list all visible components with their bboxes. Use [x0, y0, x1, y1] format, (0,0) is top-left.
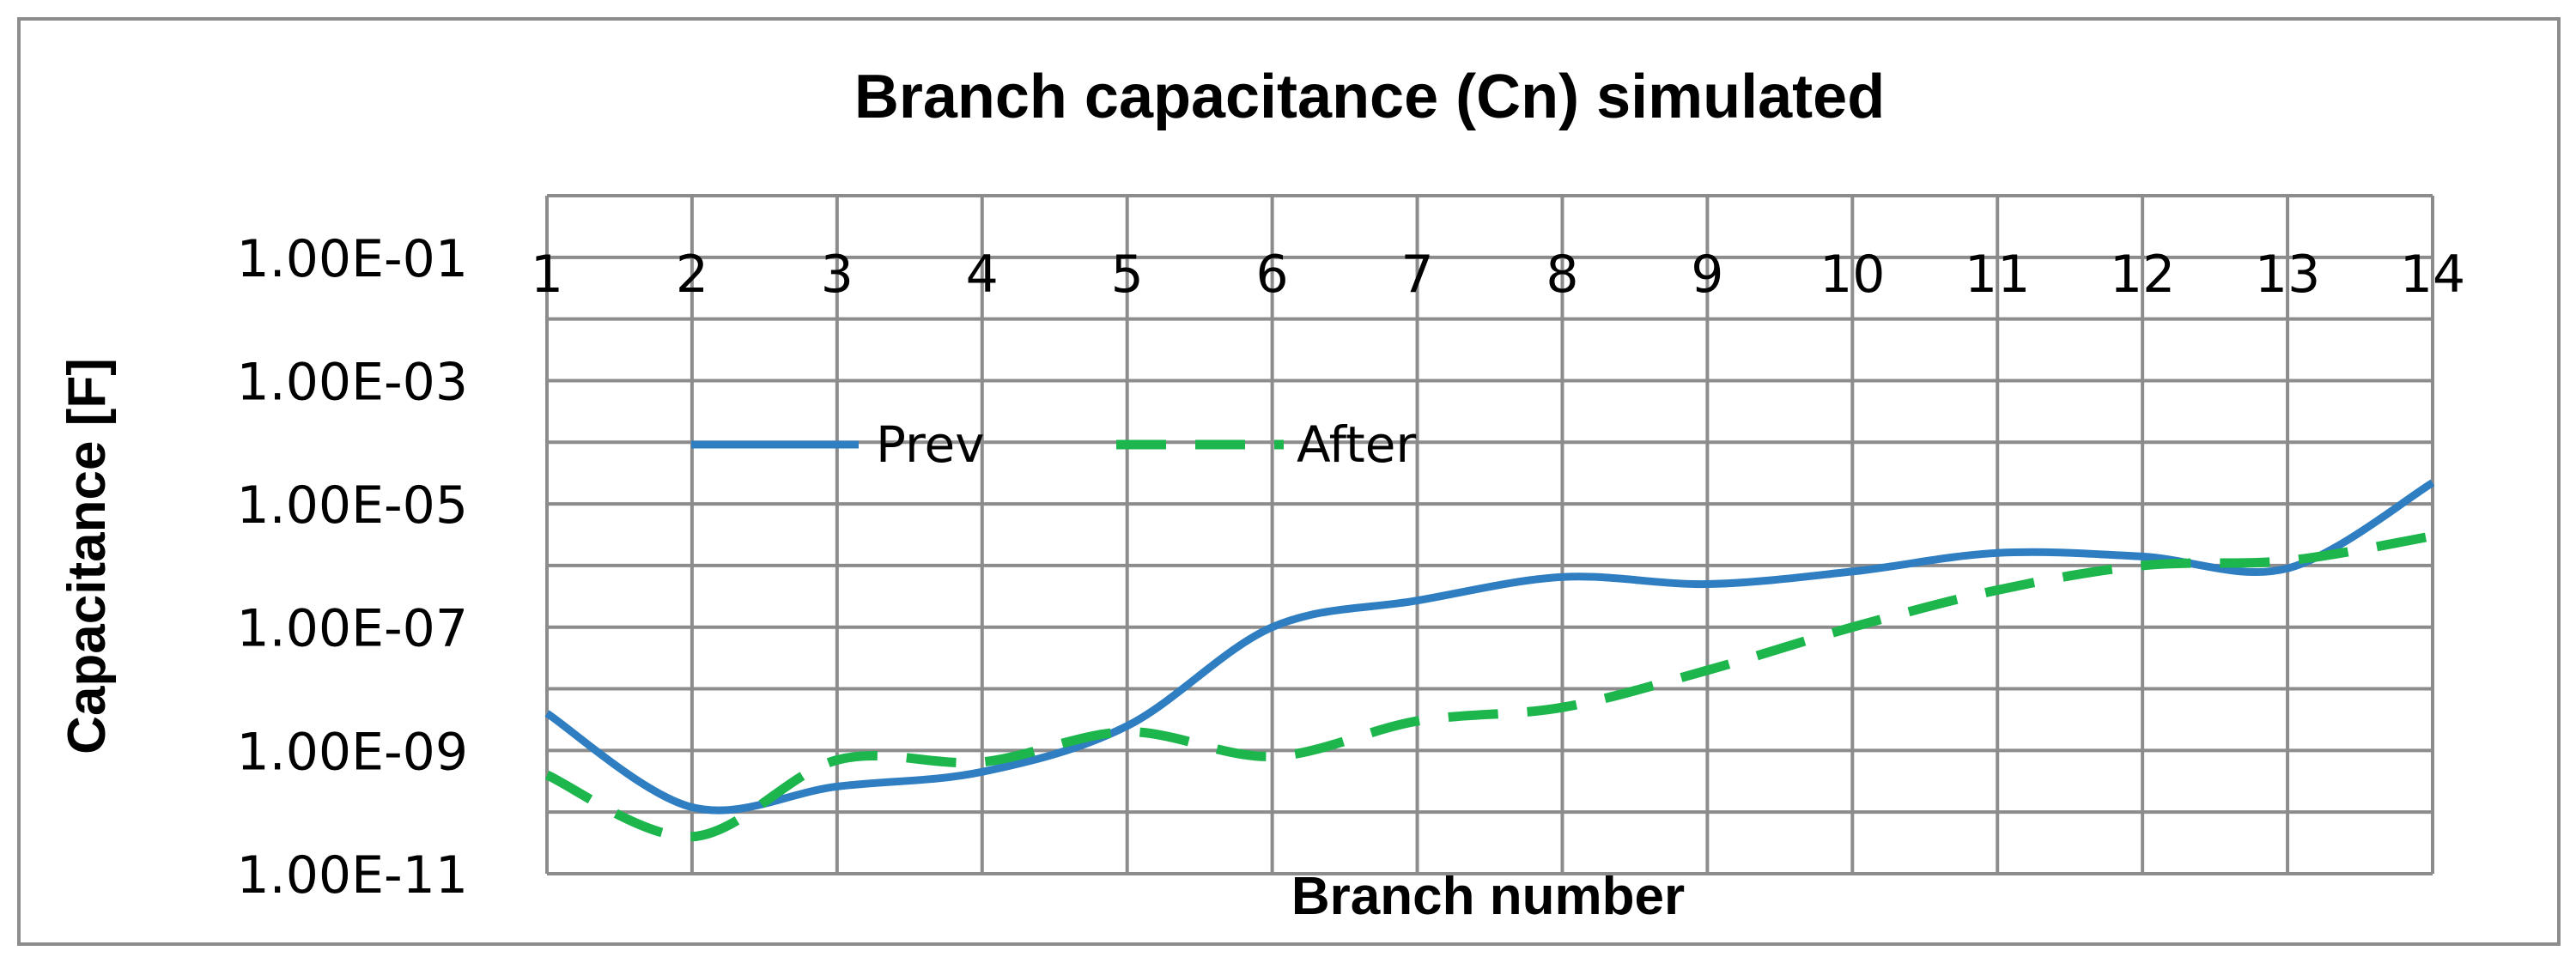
x-tick-label: 3	[821, 245, 854, 305]
chart-frame	[17, 17, 2561, 946]
x-tick-label: 14	[2400, 245, 2465, 305]
series-line-after	[544, 531, 2433, 842]
legend: Prev After	[691, 415, 1416, 474]
y-tick-label: 1.00E-09	[236, 722, 468, 782]
chart-title: Branch capacitance (Cn) simulated	[854, 63, 1885, 131]
x-tick-label: 9	[1691, 245, 1723, 305]
y-tick-label: 1.00E-11	[236, 845, 468, 905]
y-axis-ticks: 1.00E-01 1.00E-03 1.00E-05 1.00E-07 1.00E-09…	[236, 229, 468, 905]
x-tick-label: 8	[1546, 245, 1578, 305]
x-tick-label: 10	[1820, 245, 1885, 305]
x-tick-label: 11	[1965, 245, 2030, 305]
x-tick-label: 6	[1256, 245, 1289, 305]
x-tick-label: 2	[676, 245, 708, 305]
x-axis-ticks: 1 2 3 4 5 6 7 8 9 10 11 12 13 14	[531, 245, 2465, 305]
x-tick-label: 13	[2255, 245, 2320, 305]
y-tick-label: 1.00E-07	[236, 599, 468, 659]
x-tick-label: 4	[966, 245, 999, 305]
y-tick-label: 1.00E-03	[236, 352, 468, 412]
x-tick-label: 7	[1400, 245, 1433, 305]
y-axis-title: Capacitance [F]	[58, 358, 117, 754]
series	[544, 479, 2435, 842]
y-tick-label: 1.00E-05	[236, 475, 468, 536]
legend-label-after: After	[1297, 415, 1416, 474]
x-tick-label: 5	[1111, 245, 1144, 305]
grid	[545, 194, 2434, 875]
y-tick-label: 1.00E-01	[236, 229, 468, 289]
x-tick-label: 12	[2110, 245, 2175, 305]
legend-label-prev: Prev	[876, 415, 985, 474]
x-tick-label: 1	[531, 245, 563, 305]
series-line-prev	[544, 479, 2435, 815]
x-axis-title: Branch number	[1291, 867, 1685, 926]
